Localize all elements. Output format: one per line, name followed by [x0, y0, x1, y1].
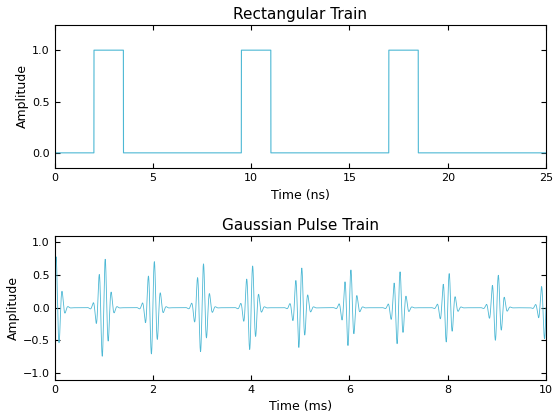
Title: Gaussian Pulse Train: Gaussian Pulse Train	[222, 218, 379, 234]
Y-axis label: Amplitude: Amplitude	[7, 276, 20, 340]
X-axis label: Time (ns): Time (ns)	[271, 189, 330, 202]
Title: Rectangular Train: Rectangular Train	[234, 7, 367, 22]
X-axis label: Time (ms): Time (ms)	[269, 400, 332, 413]
Y-axis label: Amplitude: Amplitude	[16, 64, 29, 129]
